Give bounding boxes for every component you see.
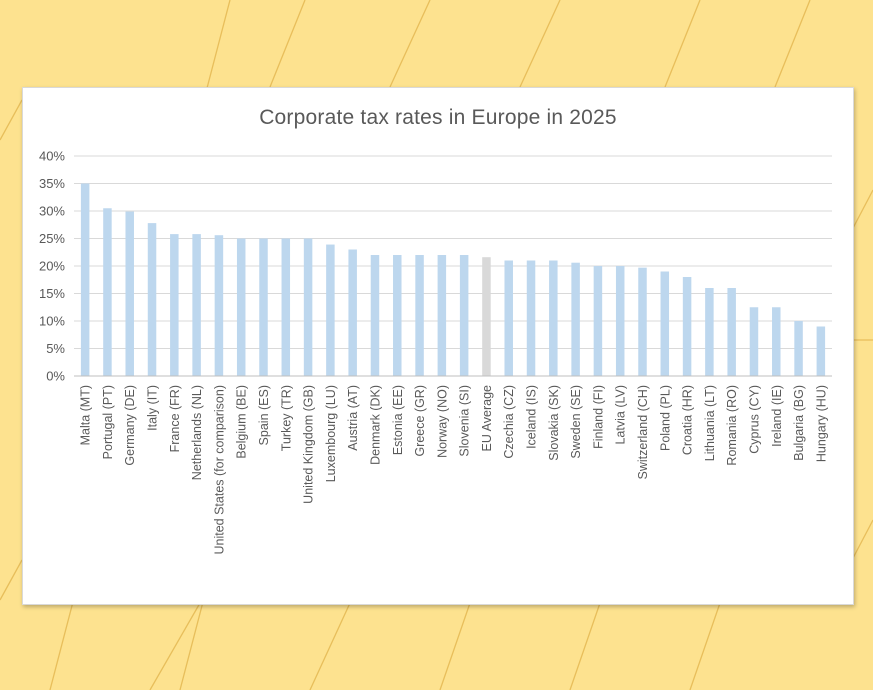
- bar: [816, 326, 826, 376]
- x-category-label: Turkey (TR): [279, 385, 293, 451]
- bar: [370, 255, 380, 376]
- x-category-label: France (FR): [168, 385, 182, 452]
- x-category-label: Norway (NO): [435, 385, 449, 458]
- x-category-label: Austria (AT): [346, 385, 360, 451]
- bar: [214, 235, 224, 376]
- x-category-label: Finland (FI): [591, 385, 605, 449]
- bar: [437, 255, 447, 376]
- x-category-label: EU Average: [480, 385, 494, 452]
- bar: [170, 234, 179, 376]
- x-category-label: Iceland (IS): [525, 385, 539, 449]
- bar: [125, 211, 134, 376]
- bar: [482, 257, 491, 376]
- chart-panel: Corporate tax rates in Europe in 2025 0%…: [22, 87, 854, 605]
- x-category-label: Germany (DE): [123, 385, 137, 466]
- x-category-label: Ireland (IE): [770, 385, 784, 447]
- chart-title: Corporate tax rates in Europe in 2025: [259, 106, 617, 129]
- x-category-label: Bulgaria (BG): [792, 385, 806, 461]
- bar: [682, 277, 692, 376]
- x-category-label: Slovenia (SI): [458, 385, 472, 457]
- x-category-label: Spain (ES): [257, 385, 271, 445]
- bar: [593, 266, 603, 376]
- bar: [415, 255, 424, 376]
- bar: [103, 208, 112, 376]
- bar: [526, 260, 536, 376]
- x-category-label: Czechia (CZ): [502, 385, 516, 459]
- y-tick-label: 20%: [39, 259, 65, 274]
- bar: [326, 244, 335, 376]
- bar: [504, 260, 513, 376]
- y-tick-label: 25%: [39, 231, 65, 246]
- bar: [192, 234, 201, 376]
- bar: [259, 238, 268, 376]
- x-category-label: Luxembourg (LU): [324, 385, 338, 482]
- x-category-label: United States (for comparison): [212, 385, 226, 555]
- x-category-label: Switzerland (CH): [636, 385, 650, 479]
- x-category-label: Netherlands (NL): [190, 385, 204, 480]
- x-category-label: Hungary (HU): [814, 385, 828, 462]
- x-category-label: Italy (IT): [146, 385, 160, 431]
- bar: [80, 183, 90, 376]
- bar: [705, 288, 714, 376]
- x-category-label: Lithuania (LT): [703, 385, 717, 461]
- x-category-label: Romania (RO): [725, 385, 739, 466]
- bar: [236, 238, 246, 376]
- bar: [303, 238, 313, 376]
- y-tick-label: 15%: [39, 286, 65, 301]
- bar: [749, 307, 759, 376]
- x-category-label: Portugal (PT): [101, 385, 115, 459]
- bar: [615, 266, 625, 376]
- bar: [393, 255, 402, 376]
- bar: [281, 238, 291, 376]
- bar-chart: 0% 5% 10% 15% 20% 25% 30% 35% 40% Malta (MT) Portu…: [39, 149, 832, 555]
- x-category-label: Belgium (BE): [235, 385, 249, 459]
- bar: [147, 223, 157, 376]
- x-category-label: Cyprus (CY): [747, 385, 761, 454]
- bar: [549, 260, 558, 376]
- y-tick-label: 30%: [39, 204, 65, 219]
- x-category-label: Estonia (EE): [391, 385, 405, 455]
- bar: [772, 307, 781, 376]
- bar: [571, 262, 580, 376]
- y-tick-label: 5%: [46, 341, 65, 356]
- y-tick-label: 10%: [39, 314, 65, 329]
- y-tick-label: 40%: [39, 149, 65, 164]
- y-tick-label: 0%: [46, 369, 65, 384]
- x-category-label: Latvia (LV): [614, 385, 628, 445]
- x-category-label: Greece (GR): [413, 385, 427, 457]
- bar: [459, 255, 469, 376]
- y-tick-label: 35%: [39, 176, 65, 191]
- bar: [727, 288, 736, 376]
- x-category-label: Malta (MT): [79, 385, 93, 445]
- x-category-label: Denmark (DK): [368, 385, 382, 465]
- x-category-label: Poland (PL): [658, 385, 672, 451]
- x-category-label: Sweden (SE): [569, 385, 583, 459]
- bar: [794, 321, 803, 376]
- x-category-label: Croatia (HR): [681, 385, 695, 455]
- bar: [638, 267, 647, 376]
- x-category-label: Slovakia (SK): [547, 385, 561, 461]
- bar: [660, 271, 670, 376]
- x-category-label: United Kingdom (GB): [302, 385, 316, 504]
- bar: [348, 249, 357, 376]
